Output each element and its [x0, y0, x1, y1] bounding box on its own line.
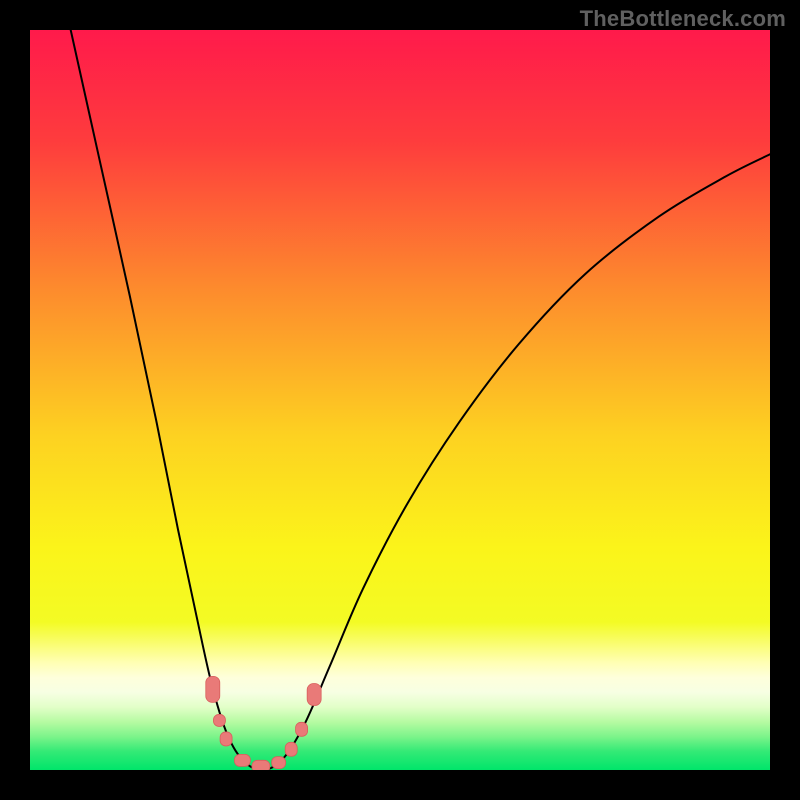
- data-marker: [272, 757, 286, 769]
- data-marker: [220, 732, 232, 746]
- plot-area: [30, 30, 770, 770]
- watermark-text: TheBottleneck.com: [580, 6, 786, 32]
- gradient-background: [30, 30, 770, 770]
- data-marker: [206, 676, 220, 702]
- chart-svg: [30, 30, 770, 770]
- chart-frame: TheBottleneck.com: [0, 0, 800, 800]
- data-marker: [234, 754, 250, 766]
- data-marker: [285, 742, 297, 756]
- data-marker: [307, 684, 321, 706]
- data-marker: [213, 714, 225, 726]
- data-marker: [296, 722, 308, 736]
- data-marker: [252, 760, 270, 770]
